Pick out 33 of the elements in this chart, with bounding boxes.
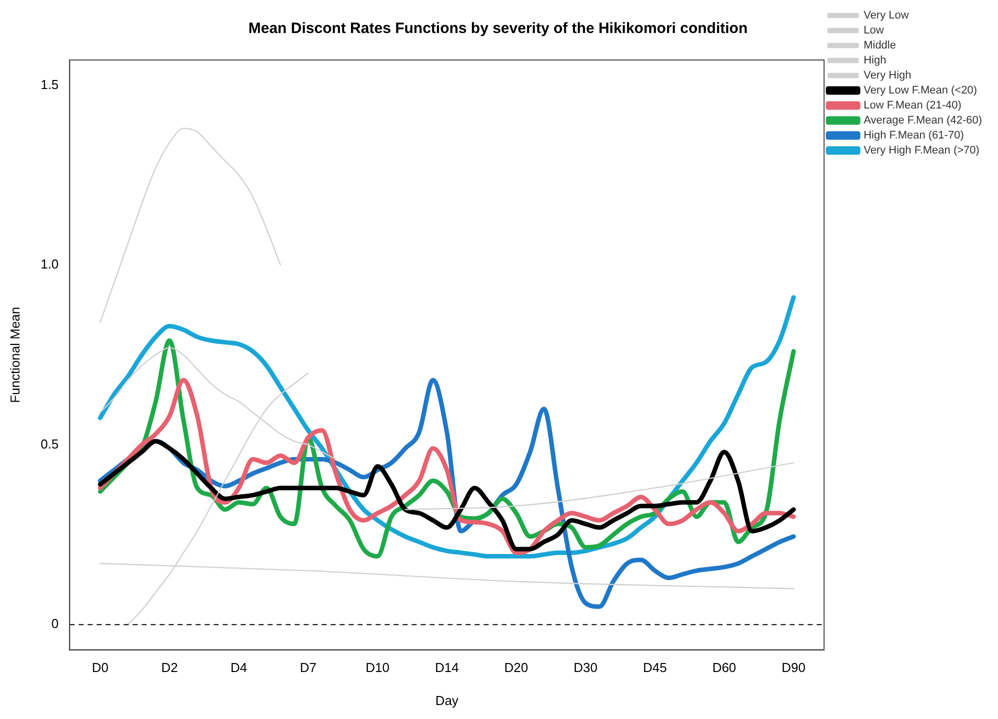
legend-label: Very Low F.Mean (<20) <box>864 84 978 97</box>
legend-label: High <box>864 54 886 67</box>
legend-label: Low F.Mean (21-40) <box>864 100 962 112</box>
legend-label: Middle <box>864 40 896 52</box>
x-tick-label: D20 <box>504 660 528 676</box>
x-tick-label: D90 <box>782 660 806 676</box>
x-tick-label: D30 <box>574 660 598 676</box>
x-tick-label: D2 <box>161 660 178 676</box>
line-series <box>100 128 282 324</box>
chart-title: Mean Discont Rates Functions by severity of the Hikikomori condition <box>248 20 748 38</box>
x-tick-label: D7 <box>300 660 317 676</box>
x-tick-label: D14 <box>434 660 459 676</box>
legend-label: Very High F.Mean (>70) <box>864 144 980 157</box>
legend-label: Average F.Mean (42-60) <box>864 114 982 127</box>
y-tick-label: 0.5 <box>40 436 59 452</box>
line-series <box>98 438 796 552</box>
legend-label: Very Low <box>864 10 909 22</box>
y-axis-title: Functional Mean <box>7 306 22 403</box>
x-axis-title: Day <box>435 692 459 708</box>
line-series <box>98 378 796 555</box>
x-tick-label: D4 <box>230 660 248 676</box>
y-tick-label: 1.5 <box>40 76 59 92</box>
x-tick-label: D45 <box>642 660 667 676</box>
legend-label: High F.Mean (61-70) <box>864 130 964 142</box>
legend-label: Very High <box>864 70 912 82</box>
x-tick-label: D60 <box>712 660 736 676</box>
line-series <box>404 462 794 510</box>
y-tick-label: 0 <box>51 616 59 632</box>
x-tick-label: D0 <box>92 660 108 676</box>
line-series <box>98 295 796 559</box>
legend-label: Low <box>864 24 884 37</box>
y-tick-label: 1.0 <box>40 256 59 272</box>
x-tick-label: D10 <box>366 660 390 676</box>
